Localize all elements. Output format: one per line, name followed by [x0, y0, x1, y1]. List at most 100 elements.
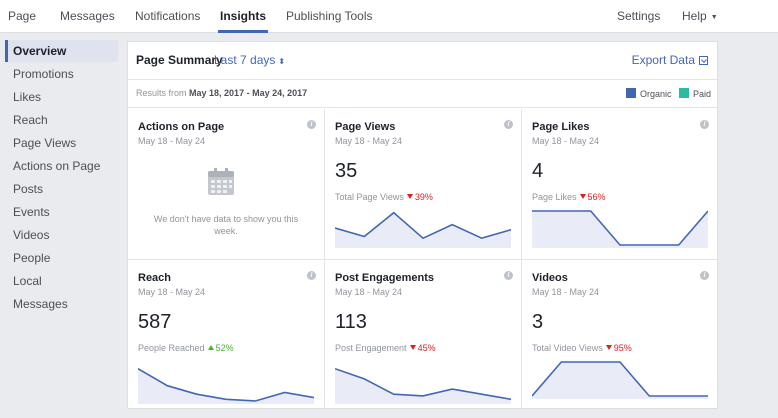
card-dates: May 18 - May 24 — [532, 287, 600, 297]
sidebar-item-messages[interactable]: Messages — [13, 297, 68, 311]
card-dates: May 18 - May 24 — [532, 136, 600, 146]
top-navigation: Page Messages Notifications Insights Pub… — [0, 0, 778, 33]
nav-publishing-tools[interactable]: Publishing Tools — [286, 9, 373, 23]
info-icon[interactable]: i — [700, 120, 709, 129]
card-page-likes[interactable]: Page Likes May 18 - May 24 i 4 Page Like… — [522, 109, 717, 260]
change-badge: 56% — [579, 192, 606, 202]
nav-page[interactable]: Page — [8, 9, 37, 23]
sparkline-line — [138, 368, 314, 402]
sparkline-chart — [335, 211, 511, 248]
card-dates: May 18 - May 24 — [138, 136, 206, 146]
card-title: Videos — [532, 272, 568, 284]
export-data-button[interactable]: Export Data — [632, 53, 708, 67]
metric-value: 35 — [335, 160, 358, 182]
sidebar-item-likes[interactable]: Likes — [13, 90, 42, 104]
metric-label: Post Engagement — [335, 343, 407, 353]
sidebar-item-videos[interactable]: Videos — [13, 228, 50, 242]
date-range-select[interactable]: Last 7 days ⬍ — [214, 53, 285, 67]
sort-arrows-icon: ⬍ — [278, 57, 286, 66]
metric-value: 4 — [532, 160, 544, 182]
card-title: Page Likes — [532, 121, 590, 133]
metric-label: People Reached — [138, 343, 205, 353]
change-badge: 95% — [605, 343, 632, 353]
metric-label: Page Likes — [532, 192, 577, 202]
card-dates: May 18 - May 24 — [138, 287, 206, 297]
empty-state-text: We don't have data to show you this week… — [153, 214, 299, 236]
sparkline-area — [335, 212, 511, 248]
sparkline-chart — [532, 361, 708, 399]
arrow-down-icon — [579, 194, 586, 199]
info-icon[interactable]: i — [307, 120, 316, 129]
legend-organic-label: Organic — [640, 89, 672, 99]
card-post-engagements[interactable]: Post Engagements May 18 - May 24 i 113 P… — [325, 260, 522, 410]
organic-swatch — [626, 88, 636, 98]
paid-swatch — [679, 88, 689, 98]
sparkline-line — [532, 210, 708, 246]
nav-help-label: Help — [682, 9, 707, 23]
info-icon[interactable]: i — [504, 120, 513, 129]
card-title: Reach — [138, 272, 172, 284]
change-value: 95% — [613, 343, 632, 353]
arrow-up-icon — [207, 345, 214, 350]
card-reach[interactable]: Reach May 18 - May 24 i 587 People Reach… — [128, 260, 325, 410]
sparkline-area — [335, 368, 511, 404]
sidebar-item-people[interactable]: People — [13, 251, 51, 265]
nav-notifications[interactable]: Notifications — [135, 9, 201, 23]
sparkline-line — [335, 367, 511, 401]
sidebar-item-events[interactable]: Events — [13, 205, 50, 219]
summary-header: Page Summary Last 7 days ⬍ Export Data — [128, 42, 717, 80]
results-dates: May 18, 2017 - May 24, 2017 — [189, 88, 308, 98]
arrow-down-icon — [406, 194, 413, 199]
change-badge: 52% — [207, 343, 234, 353]
metric-caption: Total Page Views 39% — [335, 192, 433, 202]
results-range: Results from May 18, 2017 - May 24, 2017 — [136, 88, 307, 98]
metric-value: 587 — [138, 311, 172, 333]
metric-value: 3 — [532, 311, 544, 333]
change-value: 52% — [215, 343, 234, 353]
metric-caption: Page Likes 56% — [532, 192, 606, 202]
arrow-down-icon — [409, 345, 416, 350]
sidebar-item-overview[interactable]: Overview — [5, 40, 118, 62]
metric-value: 113 — [335, 311, 367, 333]
sidebar-item-reach[interactable]: Reach — [13, 113, 48, 127]
info-icon[interactable]: i — [307, 271, 316, 280]
export-label: Export Data — [631, 53, 695, 67]
info-icon[interactable]: i — [700, 271, 709, 280]
card-videos[interactable]: Videos May 18 - May 24 i 3 Total Video V… — [522, 260, 717, 410]
nav-insights[interactable]: Insights — [217, 0, 269, 33]
nav-messages[interactable]: Messages — [60, 9, 115, 23]
calendar-icon — [208, 168, 234, 195]
change-value: 39% — [414, 192, 433, 202]
sparkline-area — [138, 368, 314, 404]
sparkline-line — [532, 361, 708, 397]
sidebar-item-local[interactable]: Local — [13, 274, 42, 288]
sparkline-area — [532, 362, 708, 399]
sidebar-item-page-views[interactable]: Page Views — [13, 136, 77, 150]
metric-label: Total Page Views — [335, 192, 404, 202]
nav-help[interactable]: Help ▼ — [682, 0, 718, 33]
info-icon[interactable]: i — [504, 271, 513, 280]
sparkline-line — [335, 211, 511, 240]
card-page-views[interactable]: Page Views May 18 - May 24 i 35 Total Pa… — [325, 109, 522, 260]
results-bar: Results from May 18, 2017 - May 24, 2017… — [128, 81, 717, 108]
chevron-down-icon: ▼ — [710, 14, 718, 21]
page-summary-panel: Page Summary Last 7 days ⬍ Export Data Re… — [127, 41, 718, 410]
results-prefix: Results from — [136, 88, 187, 98]
sparkline-chart — [335, 367, 511, 404]
metric-caption: Total Video Views 95% — [532, 343, 632, 353]
nav-settings[interactable]: Settings — [617, 9, 661, 23]
sparkline-area — [532, 211, 708, 248]
legend-paid-label: Paid — [693, 89, 712, 99]
card-dates: May 18 - May 24 — [335, 136, 403, 146]
change-badge: 39% — [406, 192, 433, 202]
sidebar-item-actions-on-page[interactable]: Actions on Page — [13, 159, 101, 173]
card-title: Post Engagements — [335, 272, 435, 284]
sidebar-item-promotions[interactable]: Promotions — [13, 67, 74, 81]
change-badge: 45% — [409, 343, 436, 353]
sparkline-chart — [532, 210, 708, 248]
legend-paid: Paid — [679, 88, 711, 99]
metric-caption: Post Engagement 45% — [335, 343, 436, 353]
sidebar-item-posts[interactable]: Posts — [13, 182, 44, 196]
arrow-down-icon — [605, 345, 612, 350]
card-actions-on-page[interactable]: Actions on Page May 18 - May 24 i We don… — [128, 109, 325, 260]
